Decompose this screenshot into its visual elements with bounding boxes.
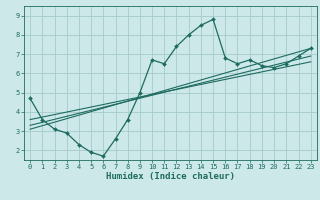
X-axis label: Humidex (Indice chaleur): Humidex (Indice chaleur) (106, 172, 235, 181)
